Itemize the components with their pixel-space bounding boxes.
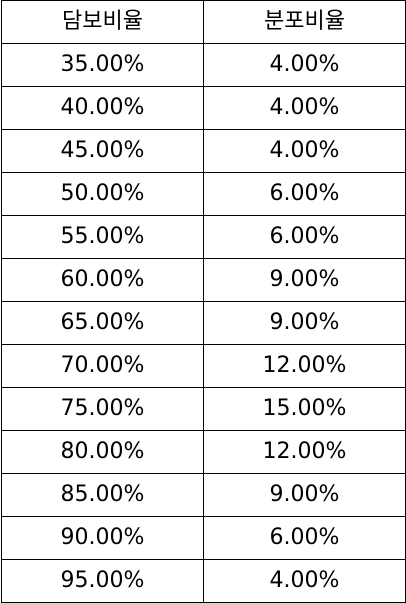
- table-row: 95.00% 4.00%: [1, 559, 406, 603]
- table-row: 60.00% 9.00%: [1, 258, 406, 302]
- collateral-ratio-cell[interactable]: 60.00%: [1, 258, 204, 302]
- collateral-ratio-cell[interactable]: 40.00%: [1, 86, 204, 130]
- distribution-ratio-cell[interactable]: 4.00%: [203, 43, 406, 87]
- collateral-ratio-cell[interactable]: 65.00%: [1, 301, 204, 345]
- table-row: 40.00% 4.00%: [1, 86, 406, 130]
- table-row: 85.00% 9.00%: [1, 473, 406, 517]
- table-row: 55.00% 6.00%: [1, 215, 406, 259]
- collateral-ratio-cell[interactable]: 45.00%: [1, 129, 204, 173]
- distribution-ratio-cell[interactable]: 9.00%: [203, 258, 406, 302]
- table-row: 75.00% 15.00%: [1, 387, 406, 431]
- table-row: 70.00% 12.00%: [1, 344, 406, 388]
- collateral-ratio-cell[interactable]: 35.00%: [1, 43, 204, 87]
- table-row: 80.00% 12.00%: [1, 430, 406, 474]
- distribution-ratio-cell[interactable]: 9.00%: [203, 473, 406, 517]
- distribution-ratio-cell[interactable]: 12.00%: [203, 344, 406, 388]
- collateral-ratio-cell[interactable]: 50.00%: [1, 172, 204, 216]
- collateral-ratio-cell[interactable]: 70.00%: [1, 344, 204, 388]
- collateral-ratio-cell[interactable]: 95.00%: [1, 559, 204, 603]
- distribution-ratio-cell[interactable]: 9.00%: [203, 301, 406, 345]
- distribution-ratio-cell[interactable]: 6.00%: [203, 215, 406, 259]
- distribution-ratio-cell[interactable]: 4.00%: [203, 129, 406, 173]
- table-row: 35.00% 4.00%: [1, 43, 406, 87]
- distribution-ratio-cell[interactable]: 4.00%: [203, 86, 406, 130]
- distribution-ratio-cell[interactable]: 4.00%: [203, 559, 406, 603]
- collateral-ratio-cell[interactable]: 85.00%: [1, 473, 204, 517]
- distribution-ratio-cell[interactable]: 6.00%: [203, 172, 406, 216]
- header-row: 담보비율 분포비율: [1, 0, 406, 44]
- column-header-collateral-ratio[interactable]: 담보비율: [1, 0, 204, 44]
- collateral-ratio-cell[interactable]: 75.00%: [1, 387, 204, 431]
- column-header-distribution-ratio[interactable]: 분포비율: [203, 0, 406, 44]
- table-row: 65.00% 9.00%: [1, 301, 406, 345]
- table-row: 50.00% 6.00%: [1, 172, 406, 216]
- distribution-ratio-cell[interactable]: 12.00%: [203, 430, 406, 474]
- collateral-ratio-cell[interactable]: 80.00%: [1, 430, 204, 474]
- distribution-ratio-cell[interactable]: 15.00%: [203, 387, 406, 431]
- distribution-ratio-cell[interactable]: 6.00%: [203, 516, 406, 560]
- collateral-ratio-cell[interactable]: 55.00%: [1, 215, 204, 259]
- table-row: 90.00% 6.00%: [1, 516, 406, 560]
- table-row: 45.00% 4.00%: [1, 129, 406, 173]
- collateral-ratio-cell[interactable]: 90.00%: [1, 516, 204, 560]
